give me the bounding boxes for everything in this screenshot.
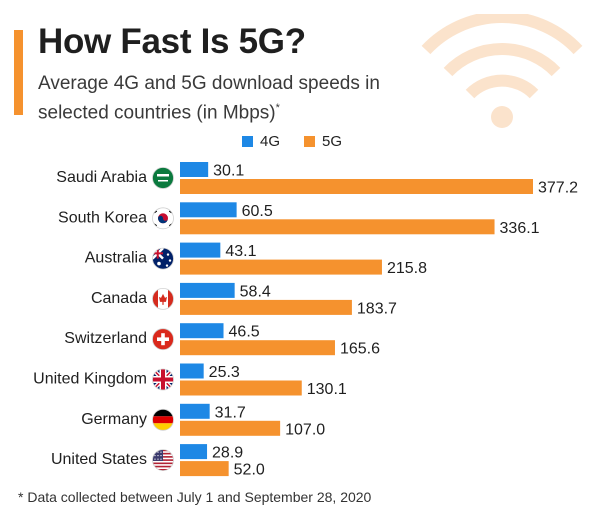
legend-item-4g: 4G [242, 133, 280, 150]
flag-australia [152, 247, 174, 270]
flag-united-kingdom [152, 368, 174, 391]
bar-4g-switzerland [180, 323, 224, 339]
category-label-australia: Australia [85, 250, 147, 267]
flag-canada [152, 287, 174, 310]
legend-label-5g: 5G [322, 133, 343, 150]
category-label-saudi-arabia: Saudi Arabia [56, 169, 147, 186]
value-label-4g-united-states: 28.9 [212, 445, 243, 462]
bar-4g-south-korea [180, 202, 237, 218]
flag-saudi-arabia [152, 167, 174, 189]
category-label-united-states: United States [51, 451, 147, 468]
bar-4g-united-states [180, 444, 208, 460]
bar-5g-united-kingdom [180, 380, 302, 396]
value-label-5g-saudi-arabia: 377.2 [538, 180, 578, 197]
legend-label-4g: 4G [260, 133, 281, 150]
bar-4g-canada [180, 282, 235, 298]
subtitle-footnote-mark: * [275, 102, 280, 114]
value-label-4g-canada: 58.4 [240, 283, 271, 300]
value-label-5g-south-korea: 336.1 [500, 220, 540, 237]
category-label-canada: Canada [91, 290, 147, 307]
value-label-4g-germany: 31.7 [215, 404, 246, 421]
value-label-4g-south-korea: 60.5 [242, 203, 273, 220]
value-label-5g-switzerland: 165.6 [340, 341, 380, 358]
value-label-4g-united-kingdom: 25.3 [209, 364, 240, 381]
flag-germany [152, 408, 174, 431]
value-label-5g-united-states: 52.0 [234, 462, 265, 479]
value-label-4g-switzerland: 46.5 [229, 324, 260, 341]
bar-5g-australia [180, 259, 382, 275]
legend: 4G 5G [242, 133, 366, 150]
bar-5g-united-states [180, 461, 229, 477]
value-label-5g-canada: 183.7 [357, 300, 397, 317]
bar-4g-australia [180, 242, 221, 258]
bar-4g-saudi-arabia [180, 162, 209, 177]
chart-title: How Fast Is 5G? [38, 22, 306, 61]
value-label-4g-saudi-arabia: 30.1 [213, 163, 244, 180]
bar-5g-canada [180, 299, 352, 315]
footnote: * Data collected between July 1 and Sept… [18, 489, 372, 505]
accent-bar [14, 30, 23, 115]
chart-subtitle: Average 4G and 5G download speeds in sel… [38, 72, 428, 125]
flag-south-korea [152, 207, 174, 230]
legend-item-5g: 5G [304, 133, 342, 150]
flag-united-states [152, 449, 174, 472]
bar-5g-saudi-arabia [180, 179, 533, 194]
value-label-4g-australia: 43.1 [225, 243, 256, 260]
legend-swatch-5g [304, 136, 316, 147]
bar-4g-germany [180, 403, 210, 419]
legend-swatch-4g [242, 136, 253, 147]
category-label-south-korea: South Korea [58, 209, 147, 226]
category-label-united-kingdom: United Kingdom [33, 371, 147, 388]
bar-5g-germany [180, 420, 281, 436]
value-label-5g-united-kingdom: 130.1 [307, 381, 347, 398]
bar-4g-united-kingdom [180, 363, 204, 379]
category-label-germany: Germany [81, 411, 147, 428]
bar-5g-switzerland [180, 340, 335, 356]
flag-switzerland [152, 328, 174, 351]
category-label-switzerland: Switzerland [64, 330, 147, 347]
value-label-5g-germany: 107.0 [285, 421, 325, 438]
value-label-5g-australia: 215.8 [387, 260, 427, 277]
bar-5g-south-korea [180, 219, 495, 235]
subtitle-text: Average 4G and 5G download speeds in sel… [38, 73, 380, 124]
wifi-icon [421, 14, 583, 128]
